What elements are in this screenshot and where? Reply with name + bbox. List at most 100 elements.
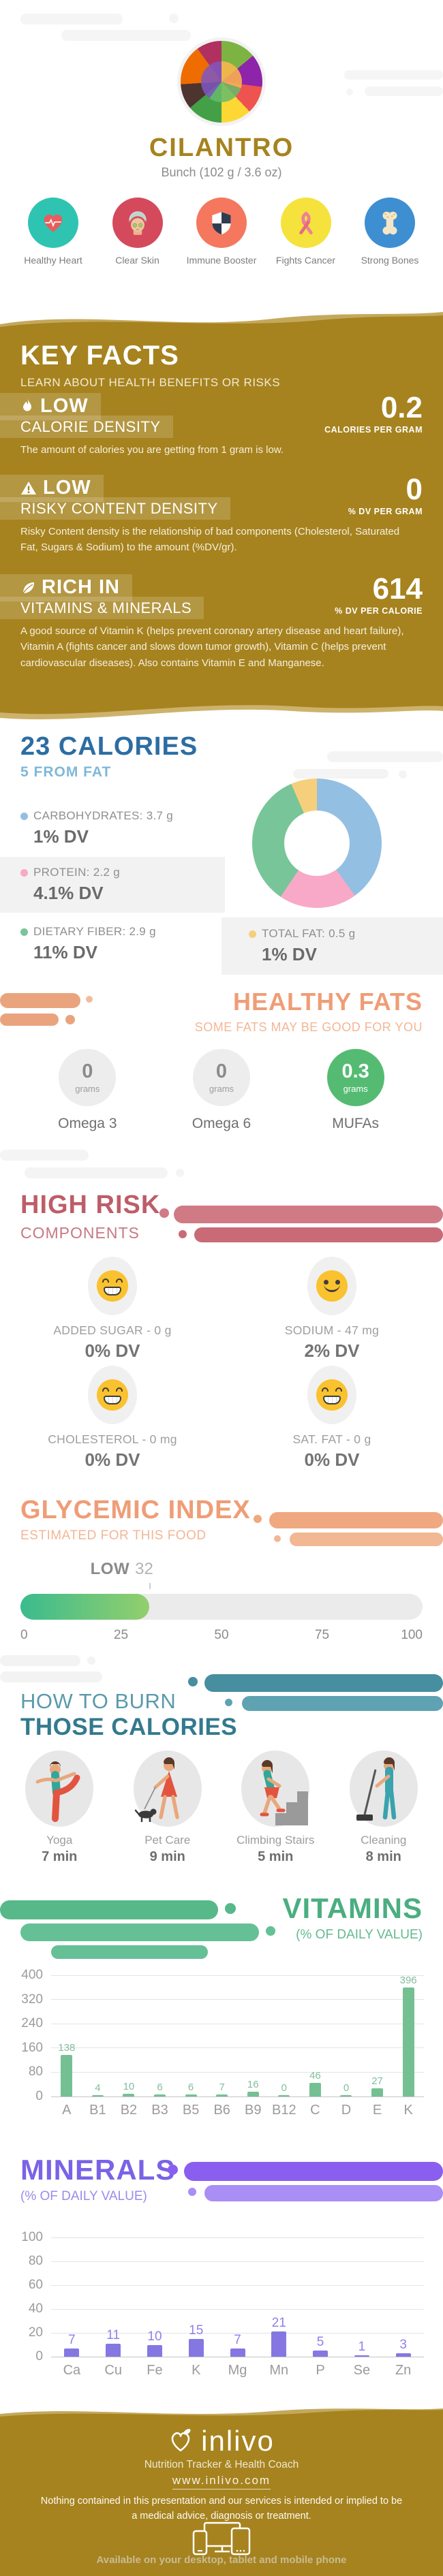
glycemic-scale-tick: 100 [401,1628,423,1642]
decorative-pills [0,1900,218,1919]
bar [123,2093,135,2096]
dog-walking-icon [133,1750,202,1827]
x-axis-category-label: Ca [63,2363,81,2378]
brand-tagline: Nutrition Tracker & Health Coach [144,2459,299,2470]
key-facts-section: KEY FACTS LEARN ABOUT HEALTH BENEFITS OR… [0,335,443,695]
y-axis-tick-label: 0 [35,2089,43,2103]
bar [91,2095,104,2096]
bar-column: 46 C [300,1975,331,2118]
gridline [51,2284,424,2286]
brand-logo: inlivo [0,2425,443,2457]
x-axis-category-label: K [403,2103,413,2118]
decorative-pills [0,1150,89,1161]
decorative-pills [0,1014,59,1026]
activity-climbing-stairs: Climbing Stairs 5 min [222,1750,330,1865]
bone-icon [365,198,415,248]
decorative-pills [327,751,443,762]
gridline [51,2332,424,2334]
x-axis-category-label: K [192,2363,201,2378]
key-facts-title: KEY FACTS [20,341,179,371]
bar [271,2331,287,2357]
activity-pet-care: Pet Care 9 min [114,1750,222,1865]
bar-column: 7 Ca [51,2237,93,2378]
header-section: CILANTRO Bunch (102 g / 3.6 oz) Healthy … [0,0,443,307]
macro-carbohydrates: CARBOHYDRATES: 3.7 g 1% DV [20,809,173,847]
fat-omega3: 0 grams Omega 3 [36,1045,138,1132]
decorative-pills [65,1015,75,1024]
stairs-icon [241,1750,310,1827]
y-axis-tick-label: 240 [21,2016,43,2031]
high-risk-title: HIGH RISK [20,1191,161,1219]
flame-icon [20,398,34,415]
benefits-row: Healthy Heart Clear Skin [14,198,429,266]
x-axis-category-label: P [316,2363,325,2378]
minerals-title: MINERALS [20,2154,176,2186]
vitamins-bar-chart: 0 80 160 240 320 400 138 A 4 B1 10 B2 6 B3 6 B5 7 B6 16 B9 0… [21,1968,424,2118]
bar-value-label: 1 [358,2340,366,2354]
bar [371,2088,384,2096]
x-axis-category-label: C [310,2103,320,2118]
glycemic-gauge-fill [20,1594,149,1620]
bar-column: 7 B6 [207,1975,238,2118]
bar [188,2338,204,2357]
gridline [51,2071,424,2073]
decorative-pills [344,70,443,80]
decorative-pills [269,1512,443,1528]
gridline [51,2096,424,2097]
bar [106,2343,121,2357]
fat-omega6: 0 grams Omega 6 [170,1045,273,1132]
decorative-pills [293,769,388,779]
decorative-pills [242,1696,443,1711]
smiley-grin-icon [307,1366,356,1424]
heart-icon [28,198,78,248]
bar-column: 4 B1 [82,1975,114,2118]
x-axis-category-label: Mg [228,2363,247,2378]
decorative-pills [188,1677,198,1686]
warning-icon [20,481,37,496]
availability-text: Available on your desktop, tablet and mo… [96,2554,347,2566]
healthy-fats-section: HEALTHY FATS SOME FATS MAY BE GOOD FOR Y… [0,981,443,1185]
website-link[interactable]: www.inlivo.com [172,2474,271,2489]
decorative-pills [86,996,93,1003]
bar-column: 16 B9 [237,1975,269,2118]
decorative-pills [365,87,443,96]
x-axis-category-label: D [341,2103,352,2118]
decorative-pills [188,2188,196,2196]
legend-dot [20,812,28,820]
smiley-grin-icon [88,1366,137,1424]
food-photo [177,37,266,126]
legend-dot [249,930,256,938]
bar-column: 21 Mn [258,2237,300,2378]
x-axis-category-label: Cu [104,2363,122,2378]
burn-title-line2: THOSE CALORIES [20,1714,238,1740]
bar-column: 7 Mg [217,2237,258,2378]
bar-column: 15 K [175,2237,217,2378]
ribbon-icon [280,198,331,248]
page-title: CILANTRO [149,133,294,162]
fat-circle: 0.3 grams [320,1045,393,1112]
macro-dietary-fiber: DIETARY FIBER: 2.9 g 11% DV [20,925,156,963]
bar [247,2091,259,2096]
bar-value-label: 21 [271,2316,286,2331]
glycemic-scale-tick: 50 [214,1628,229,1642]
disclaimer-text: Nothing contained in this presentation a… [40,2496,403,2522]
serving-size: Bunch (102 g / 3.6 oz) [161,166,282,179]
y-axis-tick-label: 100 [21,2230,43,2244]
fact-value: 0.2 CALORIES PER GRAM [324,391,423,435]
bar-value-label: 10 [123,2080,135,2092]
leaf-icon [20,580,35,595]
smiley-smile-icon [307,1257,356,1315]
fat-circle: 0 grams [52,1045,125,1112]
x-axis-category-label: B2 [120,2103,138,2118]
decorative-pills [20,14,123,25]
bar-value-label: 11 [106,2327,121,2342]
gridline [51,2261,424,2262]
calories-from-fat: 5 FROM FAT [20,764,112,780]
x-axis-category-label: Zn [395,2363,412,2378]
y-axis-tick-label: 160 [21,2040,43,2055]
burn-calories-section: HOW TO BURN THOSE CALORIES Yoga [0,1655,443,1880]
fat-circle: 0 grams [185,1045,258,1112]
risk-cholesterol: CHOLESTEROL - 0 mg 0% DV [20,1366,204,1471]
decorative-pills [179,1230,187,1238]
